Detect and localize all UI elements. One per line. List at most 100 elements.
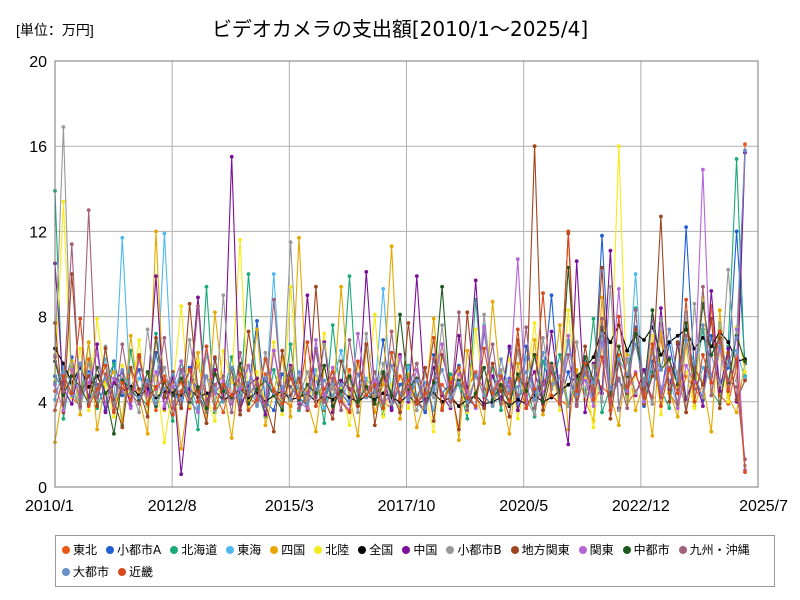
data-point: [112, 376, 116, 381]
data-point: [162, 378, 167, 383]
data-point: [726, 267, 731, 272]
legend-marker: [510, 546, 519, 554]
data-point: [414, 408, 419, 413]
data-point: [187, 368, 192, 372]
data-point: [263, 372, 268, 376]
data-point: [532, 353, 537, 357]
data-point: [726, 399, 731, 404]
data-point: [314, 338, 318, 342]
data-point: [507, 399, 512, 404]
data-point: [204, 421, 209, 425]
data-point: [255, 397, 259, 402]
data-point: [734, 385, 739, 389]
data-point: [61, 416, 66, 421]
data-point: [145, 327, 150, 332]
data-point: [465, 395, 470, 400]
data-point: [414, 402, 419, 406]
data-point: [389, 408, 394, 413]
data-point: [709, 289, 714, 293]
data-point: [128, 365, 133, 370]
data-point: [86, 374, 91, 379]
legend-label: 地方関東: [521, 543, 570, 557]
data-point: [566, 229, 571, 234]
legend-item: 中都市: [622, 540, 670, 561]
legend-label: 大都市: [73, 565, 110, 579]
data-point: [667, 406, 672, 411]
data-point: [616, 357, 621, 362]
data-point: [179, 304, 184, 308]
data-point: [297, 395, 301, 400]
data-point: [743, 142, 747, 147]
data-point: [709, 316, 714, 321]
data-point: [482, 393, 486, 398]
data-point: [263, 404, 268, 408]
data-point: [280, 402, 285, 406]
data-point: [499, 389, 503, 393]
data-point: [238, 387, 243, 391]
data-point: [162, 440, 167, 445]
data-point: [591, 363, 596, 368]
data-point: [457, 380, 461, 385]
legend-label: 九州・沖縄: [689, 543, 750, 557]
data-point: [499, 357, 503, 362]
data-point: [314, 391, 318, 396]
data-point: [137, 395, 142, 400]
data-point: [322, 421, 327, 425]
data-point: [414, 274, 419, 278]
data-point: [684, 333, 688, 338]
data-point: [473, 278, 478, 283]
data-point: [246, 408, 251, 413]
data-point: [229, 154, 234, 159]
data-point: [213, 382, 217, 387]
legend-item: 全国: [358, 540, 393, 561]
data-point: [137, 402, 142, 406]
legend-label: 北陸: [325, 543, 350, 557]
data-point: [482, 421, 486, 425]
data-point: [398, 397, 402, 402]
data-point: [154, 408, 158, 413]
y-tick-label: 4: [38, 395, 47, 412]
data-point: [558, 353, 562, 357]
data-point: [330, 404, 335, 408]
data-point: [381, 414, 386, 419]
data-point: [288, 414, 293, 419]
data-point: [558, 402, 562, 406]
data-point: [61, 389, 66, 393]
data-point: [356, 399, 360, 404]
data-point: [515, 257, 520, 261]
data-point: [372, 423, 377, 428]
data-point: [61, 393, 66, 398]
data-point: [179, 376, 184, 381]
data-point: [154, 229, 158, 234]
data-point: [322, 342, 327, 347]
data-point: [196, 410, 200, 415]
data-point: [524, 325, 529, 330]
legend-label: 東北: [73, 543, 98, 557]
data-point: [255, 380, 259, 385]
data-point: [137, 376, 142, 381]
data-point: [717, 382, 722, 387]
data-point: [667, 399, 672, 404]
data-point: [642, 395, 646, 400]
data-point: [271, 340, 276, 345]
data-point: [440, 284, 444, 289]
data-point: [507, 431, 512, 436]
data-point: [507, 357, 512, 362]
data-point: [145, 431, 150, 436]
data-point: [339, 284, 343, 289]
data-point: [608, 408, 613, 413]
data-point: [330, 416, 335, 421]
data-point: [389, 329, 394, 334]
data-point: [95, 316, 99, 321]
data-point: [465, 310, 470, 315]
data-point: [196, 406, 200, 411]
data-point: [381, 287, 386, 291]
legend-marker: [622, 546, 631, 554]
data-point: [440, 323, 444, 327]
data-point: [457, 333, 461, 338]
data-point: [633, 308, 638, 313]
data-point: [743, 359, 747, 364]
data-point: [154, 402, 158, 406]
data-point: [187, 404, 192, 408]
data-point: [600, 316, 604, 321]
